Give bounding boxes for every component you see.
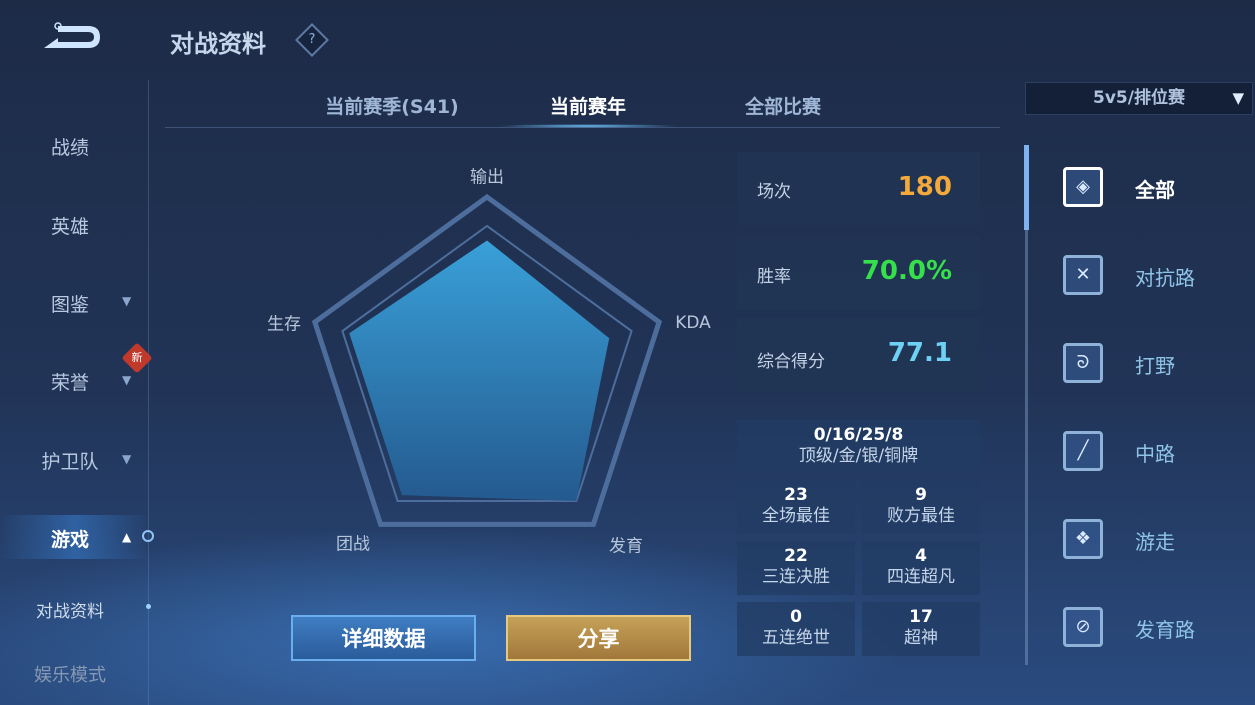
position-filter-item[interactable]: ✕ 对抗路 [1060,252,1250,298]
chevron-down-icon[interactable]: ▼ [122,452,132,466]
stat-value: 77.1 [887,338,952,368]
position-filter-item[interactable]: ❖ 游走 [1060,516,1250,562]
stat-label: 胜率 [757,267,791,287]
chevron-up-icon[interactable]: ▲ [122,530,132,544]
stat-cell-label: 超神 [904,628,938,648]
stat-cell-label: 全场最佳 [762,506,830,526]
stat-cell-value: 9 [915,485,927,505]
sidebar-item-heroes[interactable]: 英雄 [50,216,89,238]
stat-cell-label: 四连超凡 [887,567,955,587]
stat-cell: 0 五连绝世 [737,602,855,656]
sidebar-item-honor[interactable]: 荣誉 [50,372,89,394]
stat-label: 场次 [757,182,791,202]
position-label: 发育路 [1135,618,1195,642]
stat-cell-value: 23 [784,485,808,505]
medals-label: 顶级/金/银/铜牌 [798,446,919,466]
sidebar-item-game[interactable]: 游戏 [50,529,89,551]
share-button[interactable]: 分享 [506,615,691,661]
stat-value: 180 [897,172,952,202]
stat-cell: 9 败方最佳 [862,480,980,534]
radar-inner-frame [341,224,633,503]
detail-data-button[interactable]: 详细数据 [291,615,476,661]
stat-cell-value: 0 [790,607,802,627]
position-label: 游走 [1135,530,1175,554]
axis-label-kda: KDA [675,313,711,333]
mode-select-value: 5v5/排位赛 [1093,88,1185,108]
sidebar-active-highlight [0,515,150,559]
position-filter-item[interactable]: ◈ 全部 [1060,164,1250,210]
position-filter-item[interactable]: ᘐ 打野 [1060,340,1250,386]
axis-label-farming: 发育 [609,536,643,557]
sidebar-item-guard-team[interactable]: 护卫队 [41,451,99,473]
radar-chart [311,193,663,527]
stat-cell-label: 五连绝世 [762,628,830,648]
sidebar-item-codex[interactable]: 图鉴 [50,294,89,316]
axis-label-survival: 生存 [267,314,301,335]
position-label: 打野 [1135,354,1175,378]
position-label: 中路 [1135,442,1175,466]
sidebar-divider [148,80,149,705]
position-filter-item[interactable]: ╱ 中路 [1060,428,1250,474]
position-label: 全部 [1135,178,1175,202]
tab-current-season[interactable]: 当前赛季(S41) [325,96,459,118]
mode-select[interactable]: 5v5/排位赛 ▼ [1025,82,1253,115]
stat-cell: 22 三连决胜 [737,541,855,595]
chevron-down-icon[interactable]: ▼ [122,373,132,387]
page-title: 对战资料 [170,30,266,58]
selected-dot-icon [146,604,151,609]
bottom-lane-icon: ⊘ [1063,607,1103,647]
dragon-icon: ᘐ [1063,343,1103,383]
stat-cell: 23 全场最佳 [737,480,855,534]
chevron-down-icon[interactable]: ▼ [122,294,132,308]
position-scrollbar-thumb[interactable] [1024,145,1029,230]
active-dot-icon [142,530,154,542]
stat-cell-value: 4 [915,546,927,566]
sidebar-subitem-battle-data[interactable]: 对战资料 [36,602,104,622]
stat-score: 综合得分 77.1 [737,318,980,392]
filter-icon[interactable]: ▼ [1232,89,1244,107]
wings-icon: ❖ [1063,519,1103,559]
radar-data-area [349,240,610,502]
medals-value: 0/16/25/8 [813,425,904,445]
sidebar-item-records[interactable]: 战绩 [50,137,89,159]
active-tab-underline [495,124,680,128]
position-filter-item[interactable]: ⊘ 发育路 [1060,604,1250,650]
tab-current-year[interactable]: 当前赛年 [549,96,627,118]
axis-label-output: 输出 [470,167,504,188]
position-label: 对抗路 [1135,266,1195,290]
position-scrollbar[interactable] [1025,145,1028,665]
stat-cell-value: 22 [784,546,808,566]
stat-cell-label: 败方最佳 [887,506,955,526]
medals-cell: 0/16/25/8 顶级/金/银/铜牌 [737,420,980,472]
tab-all-matches[interactable]: 全部比赛 [744,96,822,118]
radar-outer-frame [311,193,663,527]
sidebar-item-entertainment[interactable]: 娱乐模式 [34,665,106,686]
back-arrow-icon[interactable] [40,20,104,54]
stat-matches: 场次 180 [737,152,980,225]
question-diamond-icon[interactable]: ? [295,23,329,57]
stat-cell: 4 四连超凡 [862,541,980,595]
stat-cell-value: 17 [909,607,933,627]
stat-cell: 17 超神 [862,602,980,656]
stat-label: 综合得分 [757,352,825,372]
axis-label-teamfight: 团战 [336,534,370,555]
all-positions-icon: ◈ [1063,167,1103,207]
crossed-swords-icon: ✕ [1063,255,1103,295]
stat-cell-label: 三连决胜 [762,567,830,587]
mid-lane-icon: ╱ [1063,431,1103,471]
stat-value: 70.0% [861,256,952,286]
stat-win-rate: 胜率 70.0% [737,235,980,310]
